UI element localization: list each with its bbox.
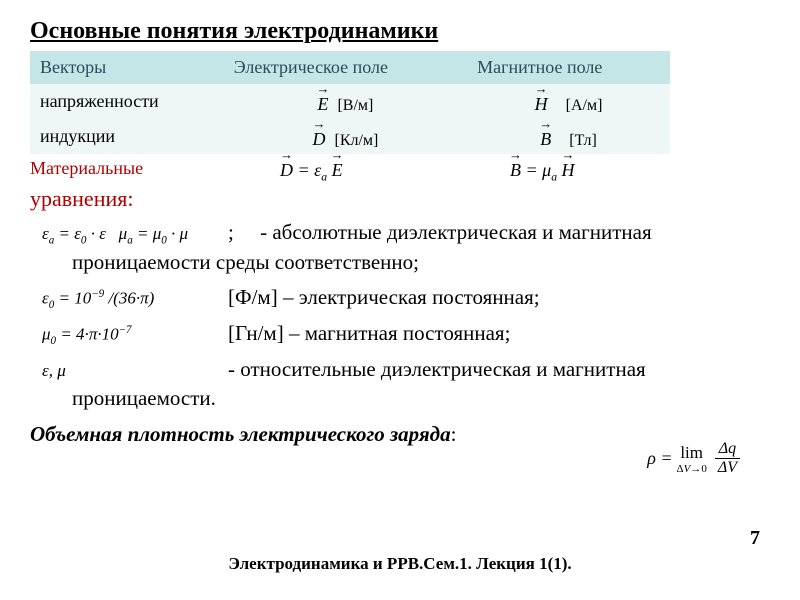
- material-eq-1: D = εa E: [280, 154, 343, 184]
- lim-bot: ΔV→0: [677, 463, 707, 475]
- row-label: напряженности: [30, 84, 224, 119]
- cell-e: D [Кл/м]: [224, 119, 467, 154]
- desc-abs: ; - абсолютные диэлектрическая и магнитн…: [222, 218, 770, 246]
- denominator: ΔV: [715, 459, 740, 477]
- formula-eps0: ε0 = 10−9 /(36·π): [30, 287, 222, 313]
- formula-rel: ε, μ: [30, 360, 222, 383]
- lim-top: lim: [680, 443, 703, 463]
- text: - абсолютные диэлектрическая и магнитная: [260, 220, 652, 244]
- vector-symbol: E: [332, 154, 343, 181]
- eps0-line: ε0 = 10−9 /(36·π) [Ф/м] – электрическая …: [30, 283, 770, 313]
- desc-rel: - относительные диэлектрическая и магнит…: [222, 355, 770, 383]
- subscript: a: [551, 171, 557, 184]
- subscript: a: [321, 171, 327, 184]
- vector-symbol: D: [312, 123, 325, 150]
- vector-symbol: H: [562, 154, 575, 181]
- page-number: 7: [750, 527, 760, 550]
- desc-mu0: [Гн/м] – магнитная постоянная;: [222, 319, 770, 347]
- desc-abs-2: проницаемости среды соответственно;: [30, 248, 770, 276]
- desc-rel-2: проницаемости.: [30, 384, 770, 412]
- desc-eps0: [Ф/м] – электрическая постоянная;: [222, 283, 770, 311]
- page-title: Основные понятия электродинамики: [30, 18, 770, 45]
- rel-line: ε, μ - относительные диэлектрическая и м…: [30, 355, 770, 383]
- content: εa = ε0 · ε μa = μ0 · μ ; - абсолютные д…: [30, 218, 770, 412]
- rho-lhs: ρ =: [647, 448, 672, 469]
- unit: [А/м]: [566, 97, 603, 114]
- formula-abs: εa = ε0 · ε μa = μ0 · μ: [30, 223, 222, 248]
- colon: :: [451, 422, 457, 446]
- table-header-row: Векторы Электрическое поле Магнитное пол…: [30, 51, 670, 84]
- formula-mu0: μ0 = 4·π·10−7: [30, 323, 222, 349]
- fraction: Δq ΔV: [715, 440, 740, 477]
- unit: [В/м]: [337, 97, 373, 114]
- abs-line: εa = ε0 · ε μa = μ0 · μ ; - абсолютные д…: [30, 218, 770, 248]
- row-label: индукции: [30, 119, 224, 154]
- material-heading-1: Материальные: [30, 158, 143, 179]
- vector-symbol: B: [540, 123, 551, 150]
- text: Объемная плотность электрического заряда: [30, 422, 451, 446]
- material-row: Материальные D = εa E B = μa H: [30, 154, 770, 182]
- vector-symbol: D: [280, 154, 293, 181]
- col-header: Электрическое поле: [224, 51, 467, 84]
- cell-m: H [А/м]: [467, 84, 670, 119]
- vector-symbol: H: [535, 88, 548, 115]
- col-header: Магнитное поле: [467, 51, 670, 84]
- footer: Электродинамика и РРВ.Сем.1. Лекция 1(1)…: [0, 554, 800, 574]
- numerator: Δq: [716, 440, 739, 458]
- fields-table: Векторы Электрическое поле Магнитное пол…: [30, 51, 670, 154]
- slide: Основные понятия электродинамики Векторы…: [0, 0, 800, 600]
- cell-e: E [В/м]: [224, 84, 467, 119]
- col-header: Векторы: [30, 51, 224, 84]
- mu0-line: μ0 = 4·π·10−7 [Гн/м] – магнитная постоян…: [30, 319, 770, 349]
- vector-symbol: E: [317, 88, 328, 115]
- table-row: напряженности E [В/м] H [А/м]: [30, 84, 670, 119]
- vector-symbol: B: [510, 154, 521, 181]
- limit: lim ΔV→0: [677, 443, 707, 475]
- material-heading-2: уравнения:: [30, 186, 770, 212]
- rho-equation: ρ = lim ΔV→0 Δq ΔV: [647, 440, 740, 477]
- material-eq-2: B = μa H: [510, 154, 575, 184]
